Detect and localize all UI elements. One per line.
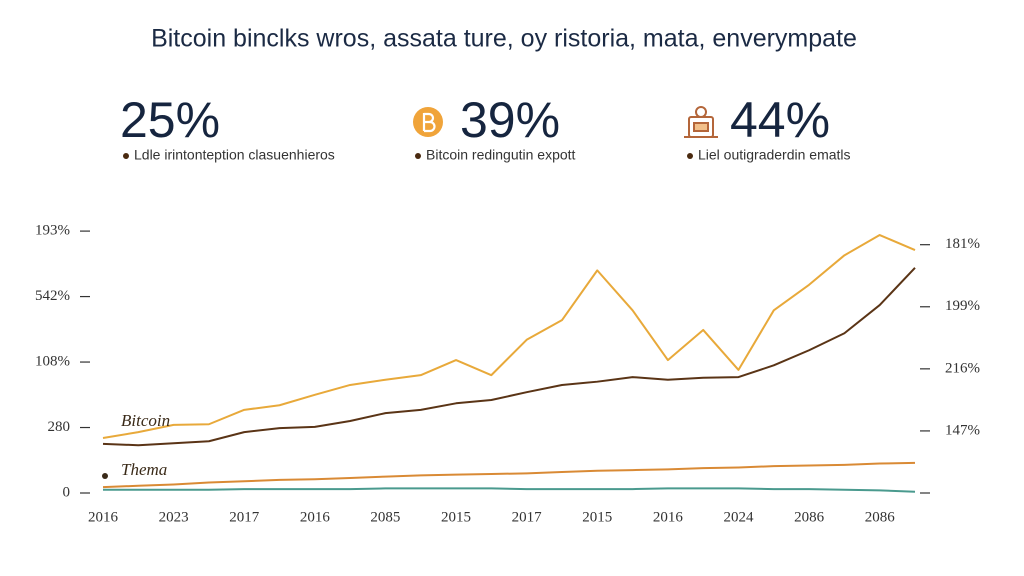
y2-tick-label: 216% — [945, 360, 980, 376]
x-tick-label: 2085 — [370, 509, 400, 525]
x-tick-label: 2017 — [229, 509, 260, 525]
series-label: Thema — [121, 460, 167, 479]
x-tick-label: 2016 — [300, 509, 331, 525]
bitcoin-icon — [413, 107, 443, 137]
x-tick-label: 2015 — [441, 509, 471, 525]
y2-tick-label: 181% — [945, 236, 980, 252]
bullet — [687, 153, 693, 159]
x-tick-label: 2086 — [794, 509, 825, 525]
stat-value: 39% — [460, 92, 560, 148]
x-tick-label: 2023 — [159, 509, 189, 525]
stat-value: 25% — [120, 92, 220, 148]
y2-tick-label: 199% — [945, 298, 980, 314]
y-tick-label: 108% — [35, 353, 70, 369]
y-tick-label: 542% — [35, 288, 70, 304]
x-tick-label: 2024 — [723, 509, 754, 525]
series-label: Bitcoin — [121, 411, 170, 430]
bullet — [123, 153, 129, 159]
bullet — [415, 153, 421, 159]
stat-caption: Bitcoin redingutin expott — [426, 147, 576, 163]
stat-caption: Liel outigraderdin ematls — [698, 147, 851, 163]
stat-value: 44% — [730, 92, 830, 148]
x-tick-label: 2016 — [88, 509, 119, 525]
x-tick-label: 2086 — [865, 509, 896, 525]
x-tick-label: 2015 — [582, 509, 612, 525]
y2-tick-label: 147% — [945, 422, 980, 438]
x-tick-label: 2017 — [512, 509, 543, 525]
plot: 0 280 108% 542% 193% 147% 216% 199% 181% 2016 2023… — [35, 223, 980, 526]
series-line — [102, 461, 916, 489]
y-tick-label: 0 — [63, 484, 71, 500]
stat-caption: Ldle irintonteption clasuenhieros — [134, 147, 335, 163]
robot-icon — [684, 106, 718, 138]
y-tick-label: 280 — [48, 419, 71, 435]
series-line — [102, 267, 916, 447]
label-dot — [102, 473, 108, 479]
y-tick-label: 193% — [35, 223, 70, 239]
x-tick-label: 2016 — [653, 509, 684, 525]
series-line — [102, 234, 916, 439]
title: Bitcoin binclks wros, assata ture, oy ri… — [151, 25, 857, 53]
series-line — [103, 487, 916, 493]
